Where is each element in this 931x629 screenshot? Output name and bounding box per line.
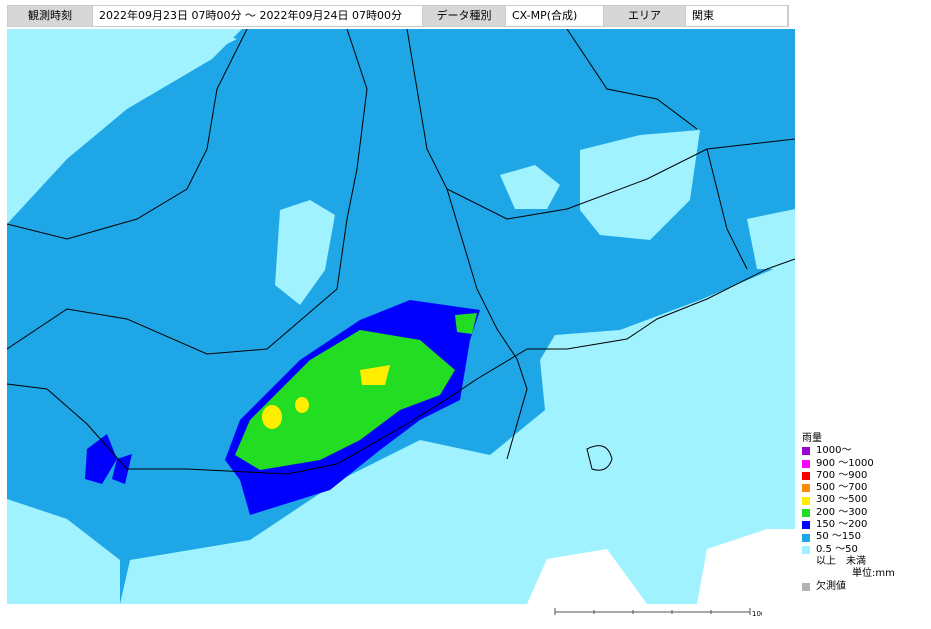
legend-swatch bbox=[802, 496, 810, 505]
legend-swatch bbox=[802, 484, 810, 493]
legend-item: 1000〜 bbox=[802, 445, 895, 457]
legend-label: 150 〜200 bbox=[816, 519, 868, 531]
missing-item: 欠測値 bbox=[802, 581, 895, 593]
legend-label: 0.5 〜50 bbox=[816, 543, 858, 555]
legend-item: 0.5 〜50 bbox=[802, 544, 895, 556]
legend-item: 700 〜900 bbox=[802, 470, 895, 482]
legend-item: 150 〜200 bbox=[802, 519, 895, 531]
legend-items: 1000〜 900 〜1000 700 〜900 500 〜700 300 〜500 20… bbox=[802, 445, 895, 556]
legend-label: 50 〜150 bbox=[816, 531, 861, 543]
legend-swatch bbox=[802, 459, 810, 468]
header-cell: CX-MP(合成) bbox=[506, 6, 604, 26]
legend-label: 1000〜 bbox=[816, 445, 852, 457]
legend-item: 50 〜150 bbox=[802, 531, 895, 543]
rain-map bbox=[7, 29, 795, 604]
header-cell: エリア bbox=[604, 6, 686, 26]
scale-label: 100km bbox=[752, 610, 762, 618]
legend-label: 500 〜700 bbox=[816, 482, 868, 494]
legend-item: 900 〜1000 bbox=[802, 458, 895, 470]
legend-swatch bbox=[802, 472, 810, 481]
legend-item: 500 〜700 bbox=[802, 482, 895, 494]
legend-item: 200 〜300 bbox=[802, 507, 895, 519]
scale-bar: 100km bbox=[554, 608, 762, 618]
unit: 単位:mm bbox=[852, 568, 895, 580]
header: 観測時刻 2022年09月23日 07時00分 〜 2022年09月24日 07時… bbox=[7, 5, 789, 27]
legend-swatch bbox=[802, 521, 810, 530]
legend-swatch bbox=[802, 545, 810, 554]
range-note: 以上 未満 bbox=[816, 555, 866, 567]
header-cell: 関東 bbox=[686, 6, 788, 26]
missing-label: 欠測値 bbox=[816, 580, 846, 592]
legend: 雨量 1000〜 900 〜1000 700 〜900 500 〜700 300 〜50… bbox=[802, 433, 895, 593]
legend-swatch bbox=[802, 508, 810, 517]
legend-item: 300 〜500 bbox=[802, 494, 895, 506]
header-cell: データ種別 bbox=[423, 6, 506, 26]
header-cell: 2022年09月23日 07時00分 〜 2022年09月24日 07時00分 bbox=[93, 6, 423, 26]
legend-label: 300 〜500 bbox=[816, 494, 868, 506]
legend-swatch bbox=[802, 533, 810, 542]
legend-title: 雨量 bbox=[802, 433, 822, 444]
header-cell: 観測時刻 bbox=[8, 6, 93, 26]
legend-label: 700 〜900 bbox=[816, 469, 868, 481]
legend-swatch bbox=[802, 447, 810, 456]
legend-label: 900 〜1000 bbox=[816, 457, 874, 469]
legend-label: 200 〜300 bbox=[816, 506, 868, 518]
missing-swatch bbox=[802, 582, 810, 591]
